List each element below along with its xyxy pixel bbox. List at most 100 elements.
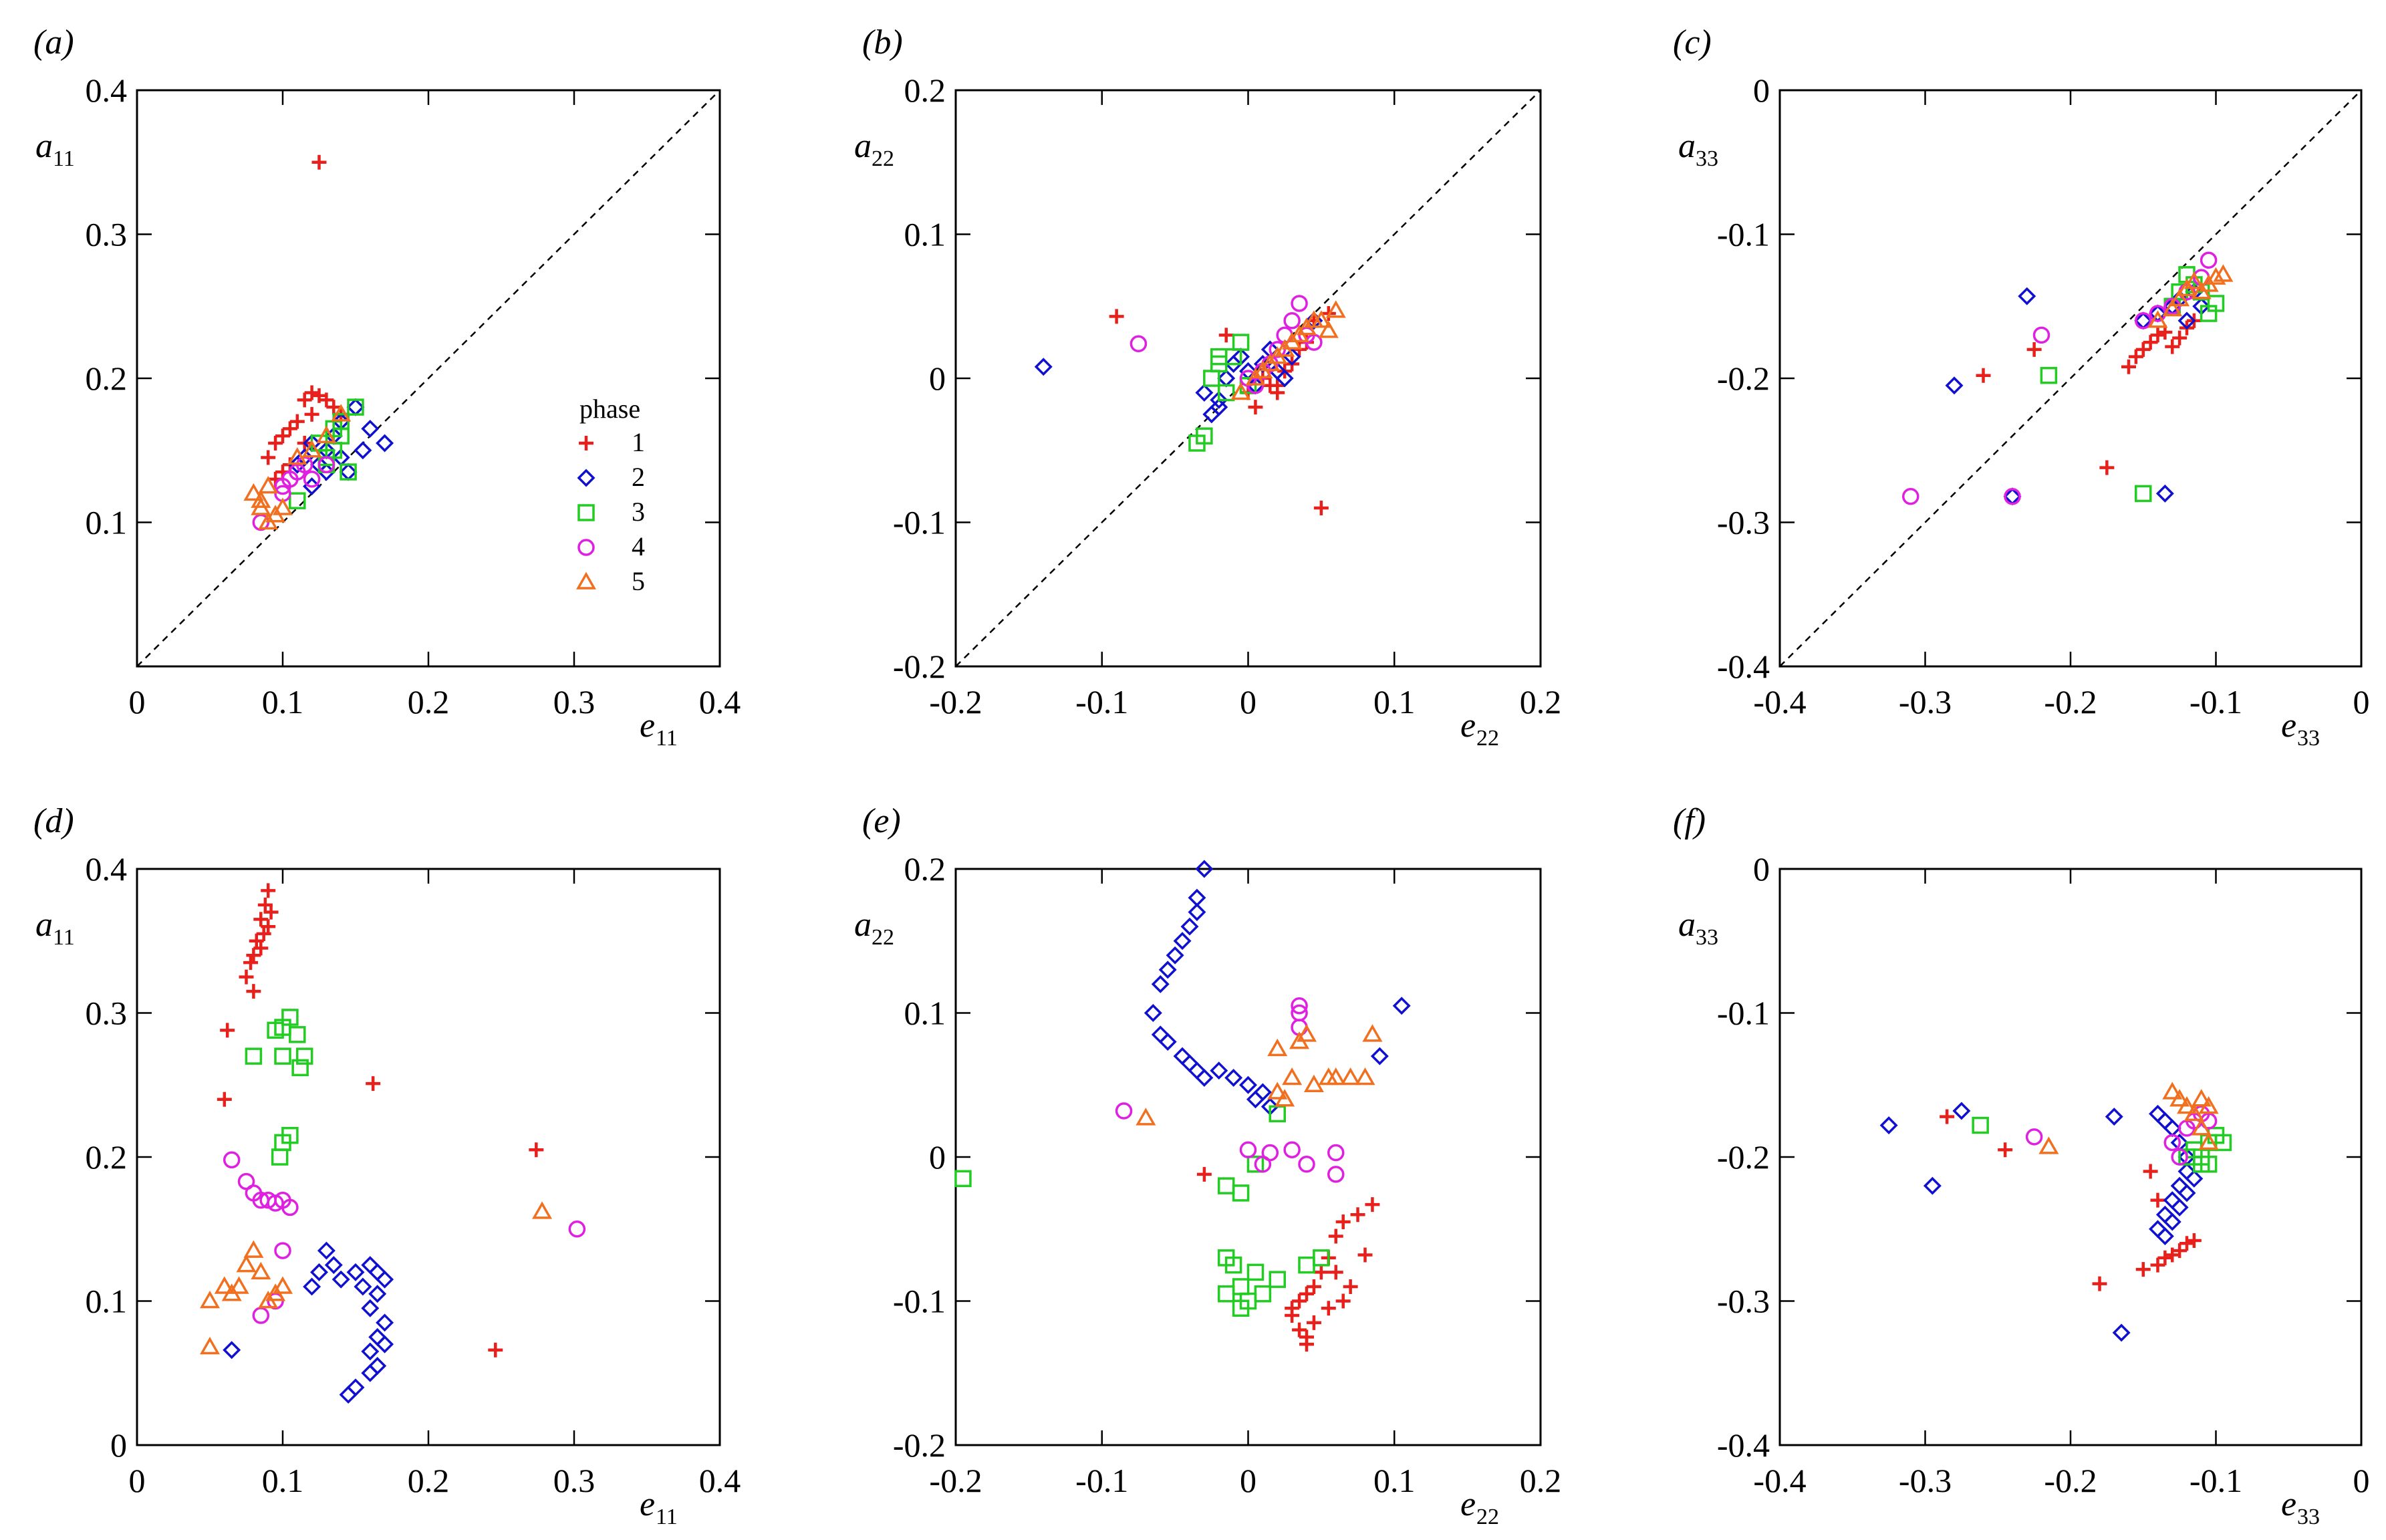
data-point-phase-2 <box>2155 1227 2174 1246</box>
y-tick-label: 0.3 <box>86 216 128 253</box>
data-point-phase-2 <box>1151 1025 1170 1044</box>
legend-marker-phase-3 <box>577 504 595 521</box>
x-tick-label: 0.1 <box>262 1462 304 1499</box>
data-point-phase-3 <box>1298 1256 1315 1274</box>
data-point-phase-1 <box>256 926 271 941</box>
data-point-phase-3 <box>1232 1299 1250 1317</box>
data-point-phase-2 <box>310 1263 328 1281</box>
x-tick-label: -0.1 <box>2190 683 2242 721</box>
data-point-phase-2 <box>354 1277 372 1296</box>
x-axis-label-sub: 33 <box>2297 726 2320 751</box>
data-point-phase-2 <box>2155 1112 2174 1130</box>
y-axis-label: a <box>1678 906 1696 944</box>
data-point-phase-5 <box>1303 1074 1324 1092</box>
y-tick-label: -0.1 <box>1717 995 1770 1032</box>
y-axis-label: a <box>854 906 872 944</box>
data-point-phase-3 <box>1254 1285 1272 1303</box>
y-tick-label: 0 <box>1753 72 1770 109</box>
series-phase-2 <box>1945 283 2211 506</box>
data-point-phase-5 <box>1267 1038 1288 1057</box>
data-point-phase-2 <box>346 398 365 416</box>
data-point-phase-5 <box>199 1336 221 1355</box>
data-point-phase-5 <box>1136 1108 1156 1126</box>
data-point-phase-2 <box>332 1270 350 1289</box>
data-point-phase-3 <box>289 492 306 509</box>
y-tick-label: -0.2 <box>893 648 946 685</box>
x-tick-label: 0.1 <box>1373 1462 1416 1499</box>
data-point-phase-4 <box>2135 312 2152 330</box>
data-point-phase-3 <box>1269 1271 1286 1288</box>
data-point-phase-5 <box>243 1240 264 1258</box>
data-point-phase-2 <box>1188 903 1206 922</box>
y-tick-label: 0.2 <box>86 360 128 397</box>
data-point-phase-5 <box>272 1276 293 1294</box>
x-tick-label: 0 <box>129 1462 146 1499</box>
data-point-phase-5 <box>1296 1024 1317 1042</box>
y-tick-label: 0 <box>1753 850 1770 888</box>
x-tick-label: 0.4 <box>699 683 741 721</box>
data-point-phase-5 <box>2183 1103 2204 1122</box>
data-point-phase-5 <box>1275 1089 1295 1107</box>
y-tick-label: 0.2 <box>904 850 946 888</box>
data-point-phase-2 <box>361 1256 380 1275</box>
data-point-phase-1 <box>2128 349 2143 364</box>
data-point-phase-1 <box>2135 342 2151 357</box>
data-point-phase-3 <box>281 1009 299 1026</box>
data-point-phase-5 <box>258 476 279 494</box>
x-tick-label: -0.3 <box>1899 683 1952 721</box>
x-axis-label-sub: 11 <box>656 726 678 751</box>
data-point-phase-1 <box>1270 378 1285 393</box>
data-point-phase-3 <box>1210 348 1228 366</box>
data-point-phase-3 <box>1269 1105 1286 1123</box>
plot-frame <box>1778 868 2363 1446</box>
reference-line-y-equals-x <box>136 90 720 667</box>
y-axis-label: a <box>1678 127 1696 165</box>
data-point-phase-1 <box>1335 1214 1351 1229</box>
data-point-phase-5 <box>1340 1067 1361 1085</box>
data-point-phase-2 <box>1217 369 1236 388</box>
data-point-phase-5 <box>287 446 307 465</box>
data-point-phase-1 <box>366 1076 381 1092</box>
data-point-phase-1 <box>297 392 312 408</box>
data-point-phase-2 <box>2185 1169 2204 1188</box>
data-point-phase-1 <box>1313 1265 1329 1280</box>
data-point-phase-5 <box>331 404 352 422</box>
data-point-phase-1 <box>1292 1293 1307 1309</box>
data-point-phase-1 <box>2150 1192 2165 1208</box>
x-axis-label: e <box>2281 707 2296 745</box>
panel-label: (c) <box>1673 23 1712 61</box>
data-point-phase-5 <box>532 1201 553 1219</box>
y-tick-label: -0.2 <box>1717 360 1770 397</box>
data-point-phase-2 <box>1173 1047 1192 1065</box>
data-point-phase-1 <box>326 400 342 415</box>
data-point-phase-3 <box>340 463 357 481</box>
series-phase-5 <box>2038 1081 2219 1154</box>
y-tick-label: -0.1 <box>893 1283 946 1320</box>
data-point-phase-3 <box>295 1047 313 1065</box>
data-point-phase-4 <box>252 1307 270 1324</box>
legend-label: 2 <box>632 462 645 492</box>
data-point-phase-5 <box>2169 288 2190 307</box>
data-point-phase-1 <box>282 421 297 436</box>
data-point-phase-2 <box>1180 1054 1199 1073</box>
data-point-phase-2 <box>1246 1090 1265 1109</box>
x-tick-label: 0.2 <box>408 1462 450 1499</box>
data-point-phase-1 <box>1328 1265 1343 1280</box>
data-point-phase-1 <box>2143 335 2158 350</box>
series-phase-2 <box>1144 860 1411 1116</box>
data-point-phase-2 <box>1879 1116 1898 1135</box>
panel-label: (f) <box>1673 802 1706 840</box>
x-tick-label: 0.2 <box>408 683 450 721</box>
series-phase-4 <box>1115 997 1345 1183</box>
panel-label: (d) <box>33 802 74 840</box>
x-tick-label: -0.1 <box>1075 1462 1128 1499</box>
data-point-phase-5 <box>1303 310 1324 328</box>
data-point-phase-4 <box>2004 487 2021 505</box>
data-point-phase-5 <box>1267 1081 1288 1100</box>
data-point-phase-4 <box>303 471 321 488</box>
data-point-phase-5 <box>2213 264 2234 282</box>
data-point-phase-2 <box>1195 860 1214 878</box>
data-point-phase-1 <box>1321 1301 1336 1316</box>
series-phase-5 <box>1230 300 1346 400</box>
data-point-phase-1 <box>304 406 319 422</box>
